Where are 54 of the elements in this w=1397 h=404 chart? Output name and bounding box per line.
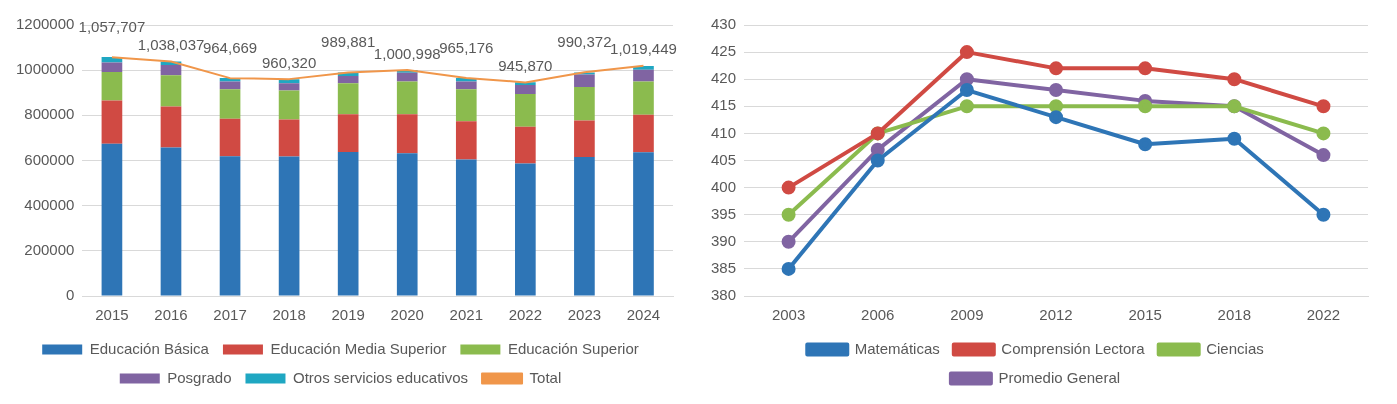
y-tick-label: 200000 (24, 240, 75, 258)
x-tick-label: 2017 (213, 306, 247, 324)
x-tick-label: 2021 (449, 306, 483, 324)
y-tick-label: 400 (711, 177, 737, 195)
y-tick-label: 400000 (24, 195, 75, 213)
data-label: 990,372 (557, 32, 612, 50)
x-tick-label: 2022 (508, 306, 543, 324)
legend-label: Educación Media Superior (270, 339, 447, 357)
y-tick-label: 385 (711, 259, 737, 277)
y-tick-label: 1000000 (15, 60, 75, 78)
x-tick-label: 2016 (154, 306, 188, 324)
y-tick-label: 405 (711, 150, 737, 168)
y-tick-label: 0 (66, 286, 75, 304)
legend-label: Posgrado (167, 368, 232, 386)
y-tick-label: 415 (711, 96, 737, 114)
data-label: 1,000,998 (373, 44, 441, 62)
x-tick-label: 2006 (861, 306, 895, 324)
y-tick-label: 420 (711, 69, 737, 87)
legend-label: Comprensión Lectora (1001, 339, 1146, 357)
x-tick-label: 2012 (1039, 306, 1073, 324)
data-label: 989,881 (321, 33, 376, 51)
data-label: 945,870 (498, 57, 553, 75)
y-tick-label: 800000 (24, 105, 75, 123)
y-tick-label: 395 (711, 204, 737, 222)
data-label: 960,320 (261, 53, 317, 71)
legend-label: Otros servicios educativos (292, 368, 469, 386)
y-tick-label: 600000 (24, 150, 75, 168)
x-tick-label: 2020 (390, 306, 424, 324)
y-tick-label: 380 (711, 286, 737, 304)
data-label: 1,038,037 (137, 36, 205, 54)
legend-label: Matemáticas (854, 339, 940, 357)
y-tick-label: 1200000 (15, 15, 75, 33)
legend-label: Educación Superior (507, 339, 639, 357)
y-tick-label: 430 (711, 15, 737, 33)
legend-label: Educación Básica (89, 339, 210, 357)
x-tick-label: 2022 (1306, 306, 1341, 324)
y-tick-label: 390 (711, 231, 737, 249)
data-label: 1,019,449 (610, 40, 677, 58)
legend-label: Ciencias (1206, 339, 1264, 357)
legend-label: Promedio General (998, 368, 1121, 386)
x-tick-label: 2015 (95, 306, 129, 324)
x-tick-label: 2015 (1128, 306, 1162, 324)
x-tick-label: 2018 (1217, 306, 1251, 324)
data-label: 965,176 (439, 38, 494, 56)
y-tick-label: 410 (711, 123, 737, 141)
x-tick-label: 2003 (771, 306, 806, 324)
legend-label: Total (529, 368, 562, 386)
x-tick-label: 2018 (272, 306, 306, 324)
x-tick-label: 2023 (567, 306, 602, 324)
y-tick-label: 425 (711, 42, 737, 60)
x-tick-label: 2009 (950, 306, 984, 324)
data-label: 1,057,707 (78, 17, 146, 35)
x-tick-label: 2019 (331, 306, 365, 324)
x-tick-label: 2024 (626, 306, 661, 324)
